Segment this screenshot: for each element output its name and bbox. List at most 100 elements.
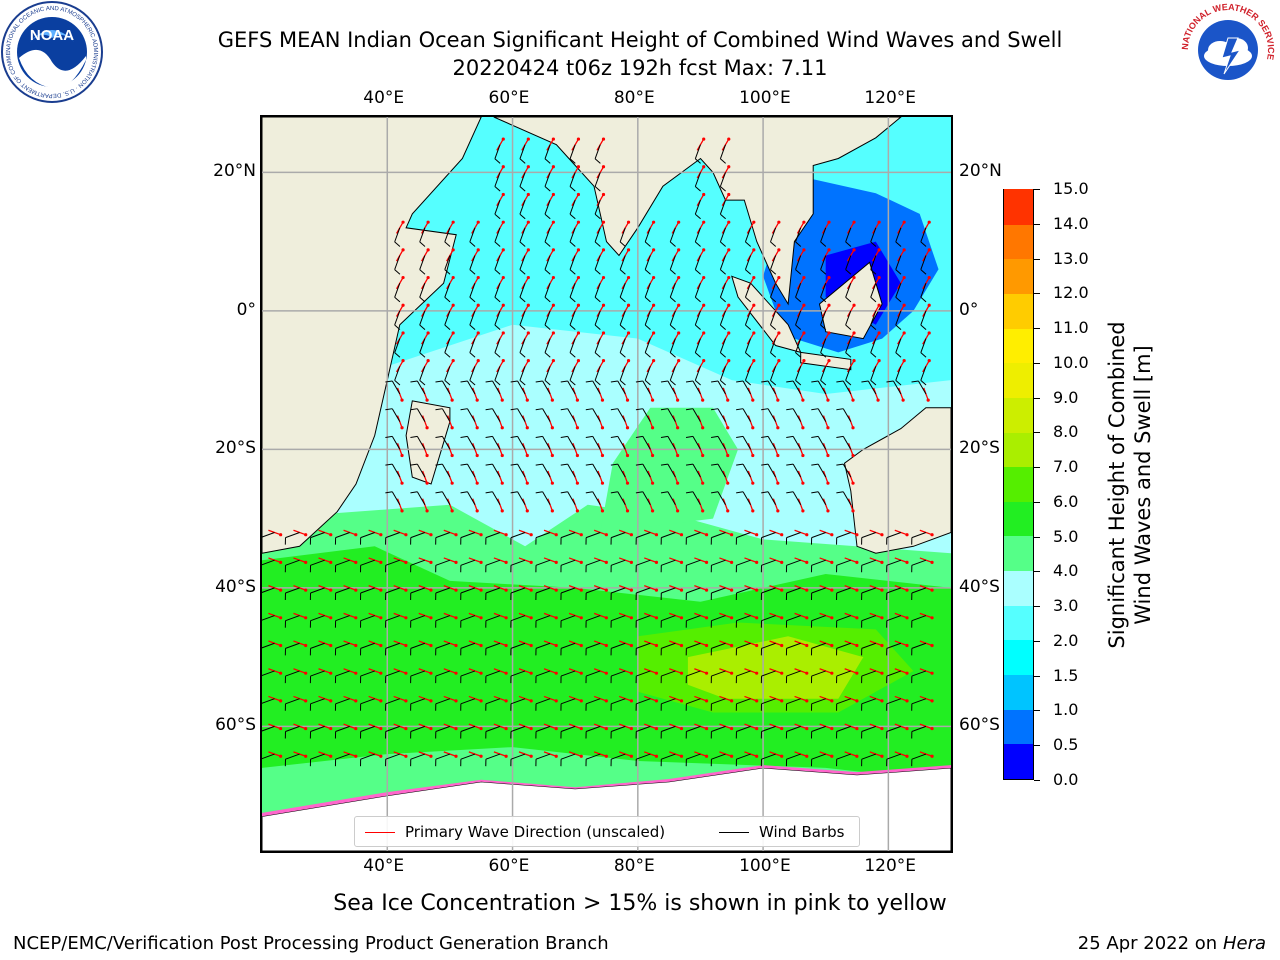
wind-barb — [692, 380, 701, 395]
wind-barb-flag — [435, 463, 443, 466]
wind-barb-flag — [770, 269, 777, 275]
wave-direction-arrowhead — [755, 560, 759, 564]
wave-direction-arrowhead — [702, 220, 706, 224]
wind-barb — [770, 227, 777, 243]
wind-barb — [911, 532, 927, 539]
wave-direction-arrow — [844, 751, 858, 757]
wind-barb-flag — [811, 408, 819, 411]
wind-barb — [694, 227, 701, 243]
wind-barb-flag — [660, 380, 668, 383]
wind-barb-flag — [419, 380, 426, 386]
left-lat-label: 20°N — [213, 161, 256, 182]
wind-barb — [845, 283, 852, 298]
wind-barb-flag — [594, 380, 601, 386]
wind-barb-flag — [870, 269, 877, 275]
wind-barb-flag — [544, 241, 551, 247]
wind-barb — [494, 172, 501, 187]
wave-direction-arrowhead — [727, 220, 731, 224]
wave-direction-arrow — [672, 470, 679, 484]
wave-direction-arrowhead — [504, 616, 508, 620]
wind-barb — [820, 310, 827, 326]
wind-barb-flag — [786, 408, 794, 411]
wave-direction-arrowhead — [927, 303, 931, 307]
wave-direction-arrow — [769, 529, 782, 536]
wind-barb — [795, 283, 802, 298]
wave-direction-arrowhead — [476, 248, 480, 252]
wind-barb — [360, 532, 375, 539]
wind-barb — [385, 532, 400, 539]
wind-barb — [636, 615, 651, 622]
wave-direction-arrowhead — [629, 754, 633, 758]
wind-barb — [310, 642, 325, 649]
wave-direction-arrowhead — [426, 248, 430, 252]
wind-barb — [611, 725, 626, 732]
wave-direction-arrow — [696, 166, 705, 179]
wave-direction-arrowhead — [777, 248, 781, 252]
wave-direction-arrowhead — [826, 426, 830, 430]
wave-direction-arrowhead — [501, 275, 505, 280]
wind-barb-flag — [569, 158, 576, 164]
wind-barb — [416, 491, 426, 506]
wave-direction-arrowhead — [830, 699, 834, 703]
wind-barb-flag — [870, 296, 877, 303]
wave-direction-arrowhead — [401, 359, 405, 363]
wind-barb — [920, 310, 927, 326]
right-lat-label: 20°N — [959, 161, 1002, 182]
wave-direction-arrowhead — [579, 671, 583, 675]
colorbar-label: Significant Height of Combined Wind Wave… — [1104, 321, 1156, 648]
wave-direction-arrowhead — [654, 726, 659, 731]
bottom-lon-label: 40°E — [363, 856, 405, 876]
wind-barb — [842, 408, 852, 422]
wave-direction-arrowhead — [551, 248, 555, 252]
wave-direction-arrowhead — [702, 331, 706, 335]
wind-barb — [619, 338, 626, 353]
right-lat-label: 40°S — [959, 576, 1000, 597]
wave-direction-arrowhead — [827, 220, 831, 224]
wind-barb — [544, 366, 551, 381]
wind-barb — [669, 338, 676, 353]
vector-field — [262, 137, 934, 767]
wave-direction-arrowhead — [801, 509, 805, 513]
wave-direction-arrowhead — [425, 481, 429, 485]
wind-barb-flag — [619, 296, 626, 303]
wind-barb — [642, 408, 651, 422]
wave-direction-arrow — [522, 443, 528, 456]
wind-barb-flag — [535, 463, 543, 466]
wind-barb-flag — [660, 435, 668, 438]
wave-direction-arrowhead — [501, 248, 505, 252]
wind-barb-flag — [770, 241, 777, 247]
legend-wind-barbs: Wind Barbs — [719, 823, 844, 841]
wave-direction-arrowhead — [529, 643, 533, 648]
wave-direction-arrowhead — [600, 481, 605, 485]
wave-direction-arrowhead — [479, 616, 483, 620]
wind-barb-flag — [644, 269, 651, 275]
wind-barb-flag — [795, 380, 802, 386]
wave-direction-arrowhead — [625, 509, 630, 513]
wave-direction-arrowhead — [629, 533, 633, 537]
wave-direction-arrowhead — [877, 275, 881, 280]
wind-barb — [410, 559, 426, 566]
wind-barb — [519, 338, 526, 353]
wind-barb — [686, 698, 701, 705]
wind-barb — [567, 463, 576, 478]
wave-direction-arrow — [847, 470, 854, 484]
wind-barb — [535, 559, 551, 566]
wave-direction-arrow — [496, 194, 504, 207]
wind-barb — [770, 255, 777, 270]
colorbar-tick-mark — [1034, 328, 1040, 330]
wave-direction-arrow — [422, 498, 428, 512]
wave-direction-arrowhead — [554, 699, 558, 703]
wave-direction-arrowhead — [554, 671, 558, 675]
wind-barb — [517, 463, 526, 478]
wave-direction-arrowhead — [426, 220, 430, 224]
wind-barb — [770, 338, 777, 353]
wind-barb-flag — [594, 296, 601, 303]
wind-barb-flag — [594, 158, 601, 164]
wind-barb — [542, 491, 551, 506]
wind-barb — [335, 642, 350, 649]
wind-barb-flag — [694, 296, 701, 303]
wave-direction-arrowhead — [279, 726, 283, 731]
wind-barb — [820, 227, 827, 243]
wave-direction-arrow — [796, 304, 805, 317]
wind-barb — [742, 491, 751, 506]
